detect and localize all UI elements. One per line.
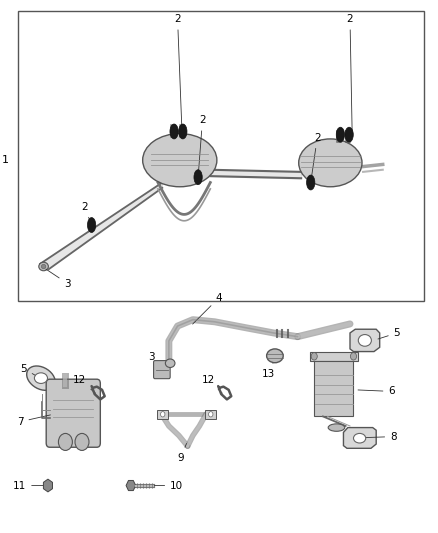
- Text: 4: 4: [193, 293, 223, 324]
- Text: 1: 1: [2, 155, 9, 165]
- Circle shape: [350, 353, 357, 360]
- Ellipse shape: [179, 124, 187, 139]
- Text: 7: 7: [17, 415, 50, 427]
- Ellipse shape: [88, 217, 96, 232]
- Circle shape: [58, 433, 72, 450]
- Bar: [18, 11, 424, 301]
- Bar: [157, 410, 169, 418]
- Ellipse shape: [35, 373, 47, 383]
- Circle shape: [161, 411, 165, 417]
- Text: 10: 10: [140, 481, 183, 490]
- Text: 12: 12: [201, 375, 223, 393]
- Circle shape: [311, 353, 317, 360]
- Bar: [205, 410, 216, 418]
- Text: 2: 2: [174, 14, 182, 128]
- Bar: [310, 352, 358, 361]
- Polygon shape: [350, 329, 380, 352]
- Ellipse shape: [170, 124, 178, 139]
- Text: 3: 3: [46, 269, 71, 288]
- Text: 5: 5: [378, 328, 400, 339]
- Ellipse shape: [39, 262, 48, 271]
- Text: 5: 5: [20, 364, 38, 377]
- FancyBboxPatch shape: [46, 379, 100, 447]
- Text: 3: 3: [148, 352, 159, 367]
- Circle shape: [75, 433, 89, 450]
- Ellipse shape: [143, 134, 217, 187]
- Circle shape: [208, 411, 213, 417]
- FancyBboxPatch shape: [154, 361, 170, 378]
- Ellipse shape: [358, 335, 371, 346]
- Text: 2: 2: [311, 133, 321, 180]
- Ellipse shape: [336, 127, 345, 142]
- Text: 13: 13: [262, 360, 276, 378]
- Text: 6: 6: [358, 386, 395, 397]
- Ellipse shape: [42, 264, 46, 269]
- Polygon shape: [40, 182, 162, 269]
- Ellipse shape: [299, 139, 362, 187]
- Ellipse shape: [194, 169, 202, 184]
- Ellipse shape: [307, 175, 315, 190]
- Polygon shape: [27, 366, 55, 390]
- Ellipse shape: [267, 349, 283, 363]
- Text: 11: 11: [13, 481, 44, 490]
- Ellipse shape: [166, 359, 175, 368]
- Text: 9: 9: [177, 443, 187, 463]
- Ellipse shape: [345, 127, 353, 142]
- Polygon shape: [343, 427, 376, 448]
- Text: 2: 2: [198, 115, 206, 174]
- Text: 2: 2: [81, 202, 91, 222]
- Text: 8: 8: [365, 432, 397, 442]
- Ellipse shape: [353, 433, 366, 443]
- Text: 2: 2: [347, 14, 353, 132]
- Bar: [314, 361, 353, 416]
- Text: 12: 12: [73, 375, 95, 393]
- Ellipse shape: [328, 424, 345, 431]
